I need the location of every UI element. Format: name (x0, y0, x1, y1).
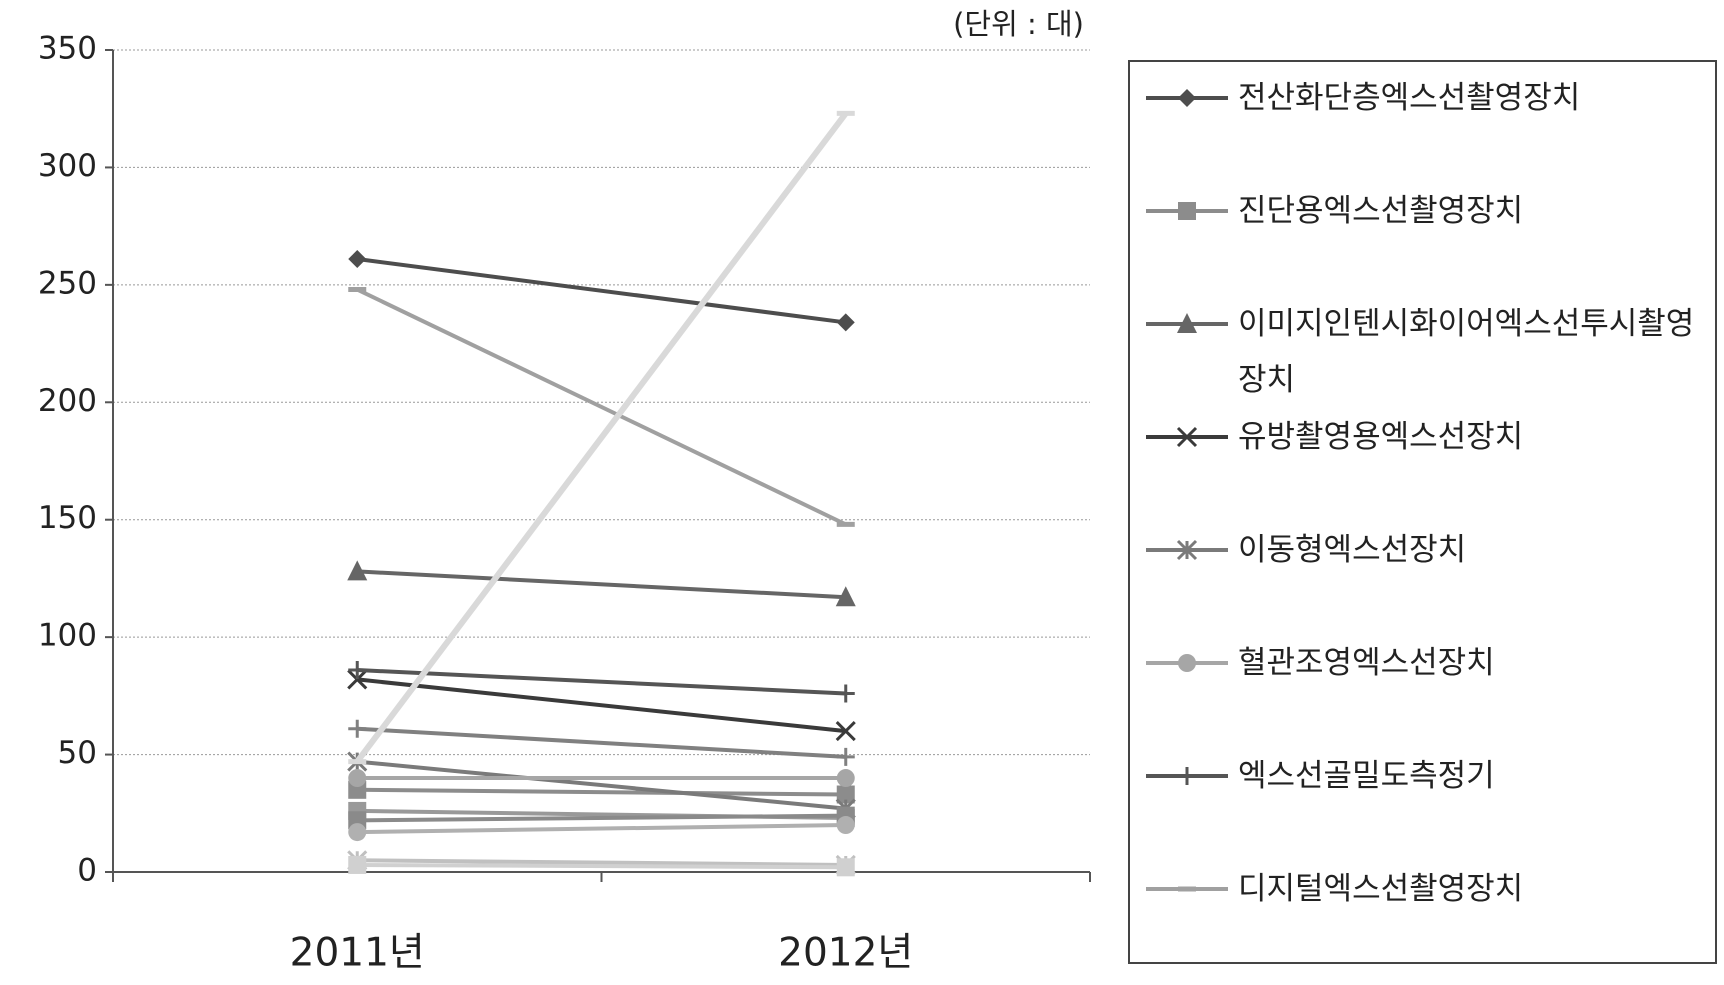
marker (347, 669, 368, 690)
series (347, 669, 856, 742)
legend-entry: 이미지인텐시화이어엑스선투시촬영장치 (1144, 296, 1708, 408)
unit-label: (단위 : 대) (953, 7, 1084, 41)
marker (836, 769, 855, 788)
legend-swatch (1146, 539, 1228, 561)
marker (348, 855, 367, 874)
marker (1178, 89, 1196, 107)
marker (836, 747, 855, 766)
legend-swatch (1146, 202, 1228, 220)
legend-swatch (1146, 886, 1228, 892)
series (348, 719, 855, 766)
y-tick-label: 100 (38, 618, 97, 654)
x-tick-label: 2011년 (290, 931, 425, 976)
series (348, 855, 855, 877)
marker (1177, 313, 1197, 333)
legend-label: 전산화단층엑스선촬영장치 (1238, 80, 1581, 116)
line (357, 858, 846, 867)
marker (1178, 767, 1196, 785)
legend-label: 이동형엑스선장치 (1238, 532, 1467, 568)
x-tick-label: 2012년 (778, 931, 913, 976)
marker (835, 586, 856, 607)
line (357, 813, 846, 823)
series (348, 287, 855, 527)
legend-entry: 혈관조영엑스선장치 (1144, 635, 1708, 691)
series (348, 110, 855, 765)
series (348, 661, 855, 703)
marker (836, 785, 855, 804)
y-tick-label: 300 (38, 148, 97, 184)
legend-entry: 엑스선골밀도측정기 (1144, 748, 1708, 804)
y-tick-label: 0 (77, 853, 97, 889)
line (356, 287, 847, 527)
line (357, 787, 846, 797)
marker (1178, 654, 1196, 672)
series (348, 769, 855, 788)
line (357, 677, 846, 734)
marker (836, 313, 855, 332)
legend-swatch (1146, 654, 1228, 672)
marker (836, 684, 855, 703)
series (347, 850, 856, 876)
marker (836, 816, 855, 835)
legend-label: 이미지인텐시화이어엑스선투시촬영장치 (1238, 306, 1695, 398)
legend-label: 엑스선골밀도측정기 (1238, 758, 1495, 794)
series (348, 250, 855, 332)
legend-swatch (1146, 89, 1228, 107)
marker (1176, 539, 1198, 561)
legend-entry: 유방촬영용엑스선장치 (1144, 409, 1708, 465)
legend-label: 디지털엑스선촬영장치 (1238, 871, 1524, 907)
legend-swatch (1146, 313, 1228, 333)
marker (836, 858, 855, 877)
line (357, 726, 846, 759)
marker (1178, 202, 1196, 220)
series (347, 560, 856, 607)
line (357, 668, 846, 696)
series (347, 751, 856, 819)
line (354, 111, 849, 764)
legend-entry: 진단용엑스선촬영장치 (1144, 183, 1708, 239)
y-tick-label: 200 (38, 383, 97, 419)
line (356, 257, 847, 325)
marker (348, 250, 367, 269)
series (348, 816, 855, 842)
marker (348, 661, 367, 680)
marker (835, 721, 856, 742)
legend-label: 진단용엑스선촬영장치 (1238, 193, 1524, 229)
y-tick-label: 150 (38, 500, 97, 536)
y-tick-label: 50 (58, 735, 97, 771)
legend-swatch (1146, 426, 1228, 448)
line (357, 862, 846, 870)
legend-swatch (1146, 767, 1228, 785)
legend-label: 유방촬영용엑스선장치 (1238, 419, 1524, 455)
legend-entry: 이동형엑스선장치 (1144, 522, 1708, 578)
line (357, 823, 846, 835)
y-tick-label: 350 (38, 31, 97, 67)
marker (348, 719, 367, 738)
marker (1176, 426, 1198, 448)
legend-label: 혈관조영엑스선장치 (1238, 645, 1495, 681)
legend-entry: 전산화단층엑스선촬영장치 (1144, 70, 1708, 126)
marker (347, 560, 368, 581)
marker (348, 769, 367, 788)
line (357, 759, 846, 811)
legend-entry: 디지털엑스선촬영장치 (1144, 861, 1708, 917)
marker (348, 823, 367, 842)
y-tick-label: 250 (38, 265, 97, 301)
line (357, 569, 846, 600)
